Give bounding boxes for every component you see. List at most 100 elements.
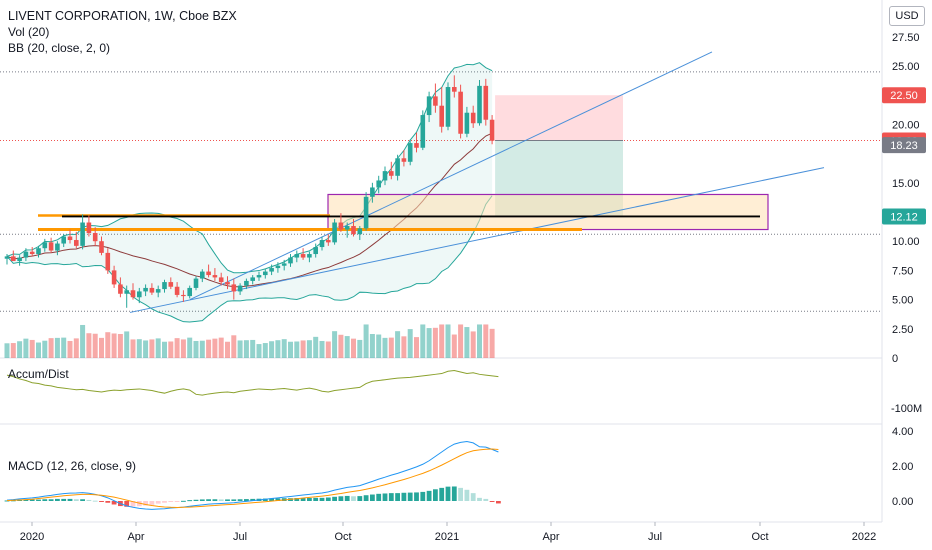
currency-button[interactable]: USD <box>889 6 925 26</box>
volume-bar <box>199 340 205 358</box>
macd-histogram-bar <box>351 496 356 501</box>
volume-bar <box>243 340 249 358</box>
volume-indicator-label[interactable]: Vol (20) <box>8 25 50 39</box>
volume-bar <box>306 340 312 358</box>
macd-histogram-bar <box>67 498 73 501</box>
candle-body <box>168 282 174 287</box>
macd-label[interactable]: MACD (12, 26, close, 9) <box>8 459 137 473</box>
time-axis-tick: Apr <box>542 531 559 543</box>
volume-bar <box>395 331 401 358</box>
volume-bar <box>338 334 344 358</box>
macd-histogram-bar <box>451 486 457 501</box>
price-tag <box>882 137 926 154</box>
volume-bar <box>351 338 356 358</box>
volume-bar <box>130 339 136 358</box>
macd-histogram-bar <box>458 487 463 501</box>
candle-body <box>174 286 180 295</box>
candle-body <box>395 158 400 176</box>
volume-bar <box>300 340 306 358</box>
macd-histogram-bar <box>92 500 98 502</box>
accum-dist-label[interactable]: Accum/Dist <box>8 367 69 381</box>
volume-bar <box>80 324 86 358</box>
macd-histogram-bar <box>111 501 117 505</box>
macd-histogram-bar <box>363 495 369 501</box>
macd-histogram-bar <box>29 499 35 501</box>
chart-title[interactable]: LIVENT CORPORATION, 1W, Cboe BZX <box>8 9 237 23</box>
price-tag-label: 12.12 <box>890 211 918 223</box>
candle-body <box>48 242 54 251</box>
price-axis-tick: 7.50 <box>892 265 913 277</box>
candle-body <box>389 171 394 176</box>
volume-bar <box>225 341 230 358</box>
time-axis-tick: Oct <box>751 531 768 543</box>
volume-bar <box>477 324 482 358</box>
candle-body <box>36 248 41 255</box>
macd-axis-tick: 0.00 <box>892 496 913 508</box>
volume-bar <box>174 338 180 358</box>
macd-histogram-bar <box>269 498 274 501</box>
price-tag <box>882 208 926 225</box>
volume-bar <box>369 334 375 358</box>
volume-bar <box>432 327 438 358</box>
candle-body <box>470 112 476 124</box>
candle-body <box>105 252 111 271</box>
macd-histogram-bar <box>496 501 501 504</box>
candle-body <box>307 254 312 258</box>
candle-body <box>200 271 205 279</box>
macd-histogram-bar <box>193 499 199 501</box>
macd-histogram-bar <box>149 501 155 505</box>
macd-histogram-bar <box>370 494 375 501</box>
candle-body <box>275 265 281 269</box>
macd-histogram-bar <box>464 489 470 501</box>
price-axis-tick: 15.00 <box>892 178 920 190</box>
volume-bar <box>29 339 35 358</box>
time-axis-tick: Oct <box>334 531 351 543</box>
price-tag-label: 18.23 <box>890 140 918 152</box>
macd-histogram-bar <box>376 493 382 501</box>
candle-body <box>162 282 167 290</box>
volume-bar <box>155 338 161 358</box>
macd-histogram-bar <box>262 498 268 501</box>
macd-histogram-bar <box>388 493 394 501</box>
volume-bar <box>439 324 445 358</box>
macd-histogram-bar <box>414 492 419 501</box>
volume-bar <box>313 336 319 358</box>
macd-histogram-bar <box>155 501 161 504</box>
candle-body <box>250 277 255 281</box>
price-axis-tick: 25.00 <box>892 61 920 73</box>
candle-body <box>445 87 451 127</box>
macd-histogram-bar <box>344 495 350 501</box>
candle-body <box>376 180 381 188</box>
volume-bar <box>407 329 413 358</box>
macd-histogram-bar <box>130 501 136 507</box>
macd-histogram-bar <box>477 497 482 501</box>
macd-histogram-bar <box>275 498 281 501</box>
candle-body <box>281 263 287 266</box>
candle-body <box>42 242 48 249</box>
volume-bar <box>275 340 281 358</box>
macd-histogram-bar <box>4 500 10 502</box>
stop-loss-zone <box>495 95 623 141</box>
macd-histogram-bar <box>199 499 205 501</box>
macd-histogram-bar <box>483 498 489 501</box>
volume-bar <box>187 337 193 358</box>
bollinger-bands-label[interactable]: BB (20, close, 2, 0) <box>8 41 111 55</box>
volume-bar <box>86 333 92 358</box>
volume-bar <box>269 341 275 358</box>
volume-bar <box>420 324 426 358</box>
macd-histogram-bar <box>338 496 344 501</box>
volume-bar <box>231 335 237 358</box>
macd-histogram-bar <box>313 497 319 501</box>
time-axis-tick: Jul <box>233 531 247 543</box>
rectangle-zone <box>327 193 769 231</box>
volume-bar <box>414 337 419 358</box>
volume-bar <box>237 340 243 358</box>
volume-bar <box>470 331 476 358</box>
macd-histogram-bar <box>48 499 54 501</box>
candle-body <box>483 85 489 120</box>
price-axis-tick: 2.50 <box>892 324 913 336</box>
macd-histogram-bar <box>433 489 438 501</box>
volume-bar <box>388 337 394 358</box>
volume-bar <box>67 340 73 358</box>
